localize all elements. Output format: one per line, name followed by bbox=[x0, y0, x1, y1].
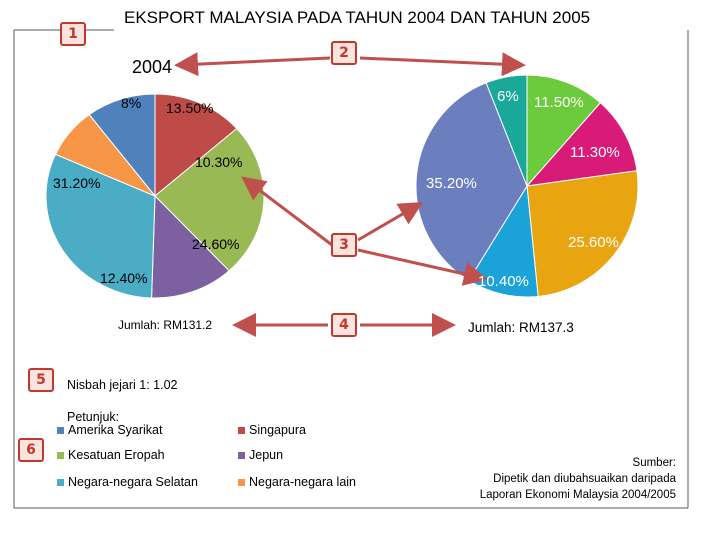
legend-swatch-eropah bbox=[57, 452, 64, 460]
legend-label-singapura: Singapura bbox=[249, 423, 306, 437]
pie-2005-label-gold: 25.60% bbox=[568, 234, 619, 251]
legend-label-selatan: Negara-negara Selatan bbox=[68, 475, 198, 489]
legend-swatch-singapura bbox=[238, 427, 245, 435]
source-line-1: Sumber: bbox=[632, 457, 676, 469]
legend-item-jepun: Jepun bbox=[238, 448, 283, 462]
pie-2005-slice-0 bbox=[526, 74, 602, 188]
pie-2004-slice-0 bbox=[154, 93, 238, 198]
source-note: Sumber: Dipetik dan diubahsuaikan daripa… bbox=[480, 455, 676, 503]
legend-label-lain: Negara-negara lain bbox=[249, 475, 357, 489]
pie-2005-slice-4 bbox=[415, 82, 528, 282]
pie-2004-label-eropah: 24.60% bbox=[192, 236, 240, 252]
legend-label-eropah: Kesatuan Eropah bbox=[68, 448, 165, 462]
badge-1: 1 bbox=[60, 22, 86, 46]
pie-2005-slice-1 bbox=[525, 102, 638, 187]
pie-2005-slice-5 bbox=[485, 74, 528, 187]
badge-4: 4 bbox=[331, 313, 357, 337]
pie-2004-title: 2004 bbox=[132, 57, 173, 77]
pie-2005-label-teal: 6% bbox=[497, 88, 519, 105]
pie-2005-label-slate: 35.20% bbox=[426, 175, 477, 192]
pie-2004-slice-2 bbox=[151, 194, 230, 299]
pie-2004-label-singapura: 13.50% bbox=[166, 100, 214, 116]
comparison-arrows bbox=[174, 52, 526, 337]
badge-3: 3 bbox=[331, 233, 357, 257]
pie-2004-label-selatan: 31.20% bbox=[53, 175, 101, 191]
legend-item-selatan: Negara-negara Selatan bbox=[57, 475, 198, 489]
legend-item-singapura: Singapura bbox=[238, 423, 306, 437]
pie-2005-slice-2 bbox=[526, 170, 639, 297]
arrow-3-upright bbox=[357, 201, 424, 242]
arrow-3-left bbox=[241, 176, 333, 247]
pie-2005 bbox=[415, 74, 639, 298]
radius-ratio-text: Nisbah jejari 1: 1.02 bbox=[67, 378, 178, 392]
arrow-2-left bbox=[174, 52, 331, 77]
legend-item-eropah: Kesatuan Eropah bbox=[57, 448, 165, 462]
chart-title: EKSPORT MALAYSIA PADA TAHUN 2004 DAN TAH… bbox=[124, 8, 591, 27]
pie-2005-label-cyan: 10.40% bbox=[478, 273, 529, 290]
pie-2005-label-magenta: 11.30% bbox=[570, 144, 620, 161]
legend-swatch-amerika bbox=[57, 427, 64, 435]
legend-item-amerika: Amerika Syarikat bbox=[57, 423, 162, 437]
source-line-2: Dipetik dan diubahsuaikan daripada bbox=[493, 473, 676, 485]
source-line-3: Laporan Ekonomi Malaysia 2004/2005 bbox=[479, 489, 676, 501]
legend-label-amerika: Amerika Syarikat bbox=[68, 423, 163, 437]
arrow-3-downright bbox=[357, 248, 488, 286]
pie-2005-total: Jumlah: RM137.3 bbox=[468, 320, 574, 335]
badge-6: 6 bbox=[18, 438, 44, 462]
badge-5: 5 bbox=[28, 368, 54, 392]
pie-2005-label-green: 11.50% bbox=[534, 94, 584, 111]
legend-label-jepun: Jepun bbox=[249, 448, 284, 462]
pie-2004-slice-3 bbox=[45, 153, 156, 299]
pie-2004-total: Jumlah: RM131.2 bbox=[118, 318, 213, 332]
pie-2004-label-jepun: 12.40% bbox=[100, 270, 148, 286]
pie-2004-label-lain: 8% bbox=[121, 95, 142, 111]
pie-2004 bbox=[45, 93, 265, 299]
legend-swatch-jepun bbox=[238, 452, 245, 460]
legend-title: Petunjuk: bbox=[67, 410, 120, 424]
legend-item-lain: Negara-negara lain bbox=[238, 475, 356, 489]
pie-2004-label-amerika: 10.30% bbox=[195, 154, 243, 170]
pie-2004-slice-1 bbox=[154, 127, 265, 272]
pie-2004-slice-5 bbox=[88, 93, 156, 198]
legend-swatch-selatan bbox=[57, 479, 64, 487]
badge-2: 2 bbox=[331, 41, 357, 65]
arrow-2-right bbox=[359, 52, 526, 77]
legend-swatch-lain bbox=[238, 479, 245, 487]
